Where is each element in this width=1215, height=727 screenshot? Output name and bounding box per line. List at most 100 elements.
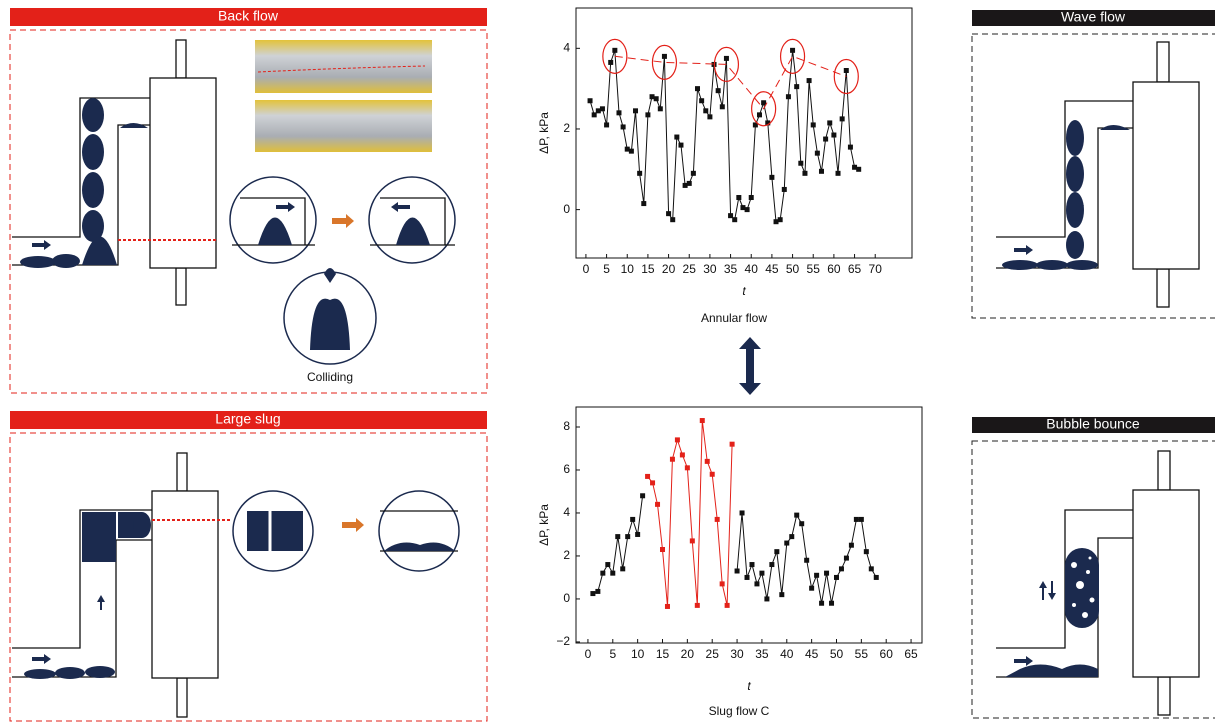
data-point xyxy=(794,84,800,90)
data-point xyxy=(848,542,854,548)
liquid xyxy=(20,98,148,268)
data-point xyxy=(774,549,780,555)
data-point xyxy=(754,581,760,587)
y-tick-label: 6 xyxy=(563,462,570,476)
data-point xyxy=(744,574,750,580)
liquid xyxy=(1005,548,1099,677)
data-point xyxy=(650,480,656,486)
y-tick-label: 2 xyxy=(563,548,570,562)
outlet xyxy=(1156,268,1170,308)
panel-frame xyxy=(971,33,1215,319)
photo-trace xyxy=(257,65,426,73)
arrow xyxy=(332,214,354,228)
data-point xyxy=(670,217,676,223)
data-point xyxy=(764,596,770,602)
data-point xyxy=(640,493,646,499)
x-tick-label: 60 xyxy=(827,262,841,276)
panel-title: Bubble bounce xyxy=(1046,416,1140,432)
photo xyxy=(255,100,432,152)
data-point xyxy=(600,570,606,576)
data-point xyxy=(620,566,626,572)
panel-large-slug: Large slug xyxy=(9,411,488,722)
x-tick-label: 30 xyxy=(703,262,717,276)
data-point xyxy=(740,205,746,211)
data-point xyxy=(829,600,835,606)
x-tick-label: 10 xyxy=(631,647,645,661)
data-point xyxy=(814,572,820,578)
series-line xyxy=(647,420,733,607)
panel-bubble-bounce: Bubble bounce xyxy=(971,416,1215,719)
x-axis-label: t xyxy=(747,679,751,693)
data-point xyxy=(684,465,690,471)
series-line xyxy=(592,495,877,604)
x-tick-label: 70 xyxy=(869,262,883,276)
x-tick-label: 45 xyxy=(805,647,819,661)
panel-title: Back flow xyxy=(218,8,279,24)
data-point xyxy=(694,602,700,608)
x-tick-label: 35 xyxy=(755,647,769,661)
data-point xyxy=(703,108,709,114)
y-tick-label: −2 xyxy=(556,634,570,648)
x-tick-label: 55 xyxy=(855,647,869,661)
data-point xyxy=(748,195,754,201)
data-point xyxy=(858,516,864,522)
photo xyxy=(255,40,432,93)
panel-back-flow: Back flow Colliding xyxy=(9,8,488,394)
data-point xyxy=(604,122,610,128)
data-point xyxy=(610,570,616,576)
highlight-circle xyxy=(713,46,740,83)
panel-frame xyxy=(971,440,1215,719)
highlight-circle xyxy=(651,44,678,80)
data-point xyxy=(699,418,705,424)
highlight-trend xyxy=(614,55,847,110)
data-point xyxy=(595,108,601,114)
x-tick-label: 0 xyxy=(583,262,590,276)
data-point xyxy=(810,122,816,128)
data-point xyxy=(715,88,721,94)
data-point xyxy=(873,574,879,580)
series-line xyxy=(589,50,859,223)
data-point xyxy=(785,94,791,100)
data-point xyxy=(843,68,849,73)
y-tick-label: 0 xyxy=(563,591,570,605)
data-point xyxy=(591,112,597,118)
data-point xyxy=(835,170,841,176)
data-point xyxy=(657,106,663,112)
x-tick-label: 55 xyxy=(807,262,821,276)
data-point xyxy=(802,170,808,176)
data-point xyxy=(660,547,665,553)
panel-title: Large slug xyxy=(215,411,280,427)
panel-header xyxy=(10,8,487,26)
liquid xyxy=(391,202,430,245)
data-point xyxy=(847,144,853,150)
data-point xyxy=(655,501,661,507)
data-point xyxy=(814,150,820,156)
data-point xyxy=(679,452,685,458)
x-tick-label: 30 xyxy=(730,647,744,661)
data-point xyxy=(729,441,735,447)
data-point xyxy=(863,549,869,555)
data-point xyxy=(723,55,729,61)
data-point xyxy=(831,132,837,138)
liquid xyxy=(258,202,295,245)
data-point xyxy=(773,219,779,225)
plot-frame xyxy=(575,406,923,644)
liquid xyxy=(24,512,151,679)
data-point xyxy=(719,104,725,110)
data-point xyxy=(674,134,680,140)
x-tick-label: 10 xyxy=(621,262,635,276)
outlet xyxy=(1157,450,1171,491)
data-point xyxy=(804,557,810,563)
liquid xyxy=(1002,120,1130,270)
data-point xyxy=(633,108,639,114)
data-point xyxy=(719,581,725,587)
data-point xyxy=(769,174,775,180)
data-point xyxy=(853,516,859,522)
separator xyxy=(149,77,217,269)
x-tick-label: 40 xyxy=(745,262,759,276)
data-point xyxy=(833,574,839,580)
data-point xyxy=(856,166,862,172)
x-tick-label: 25 xyxy=(706,647,720,661)
separator xyxy=(1132,81,1200,270)
data-point xyxy=(824,570,830,576)
